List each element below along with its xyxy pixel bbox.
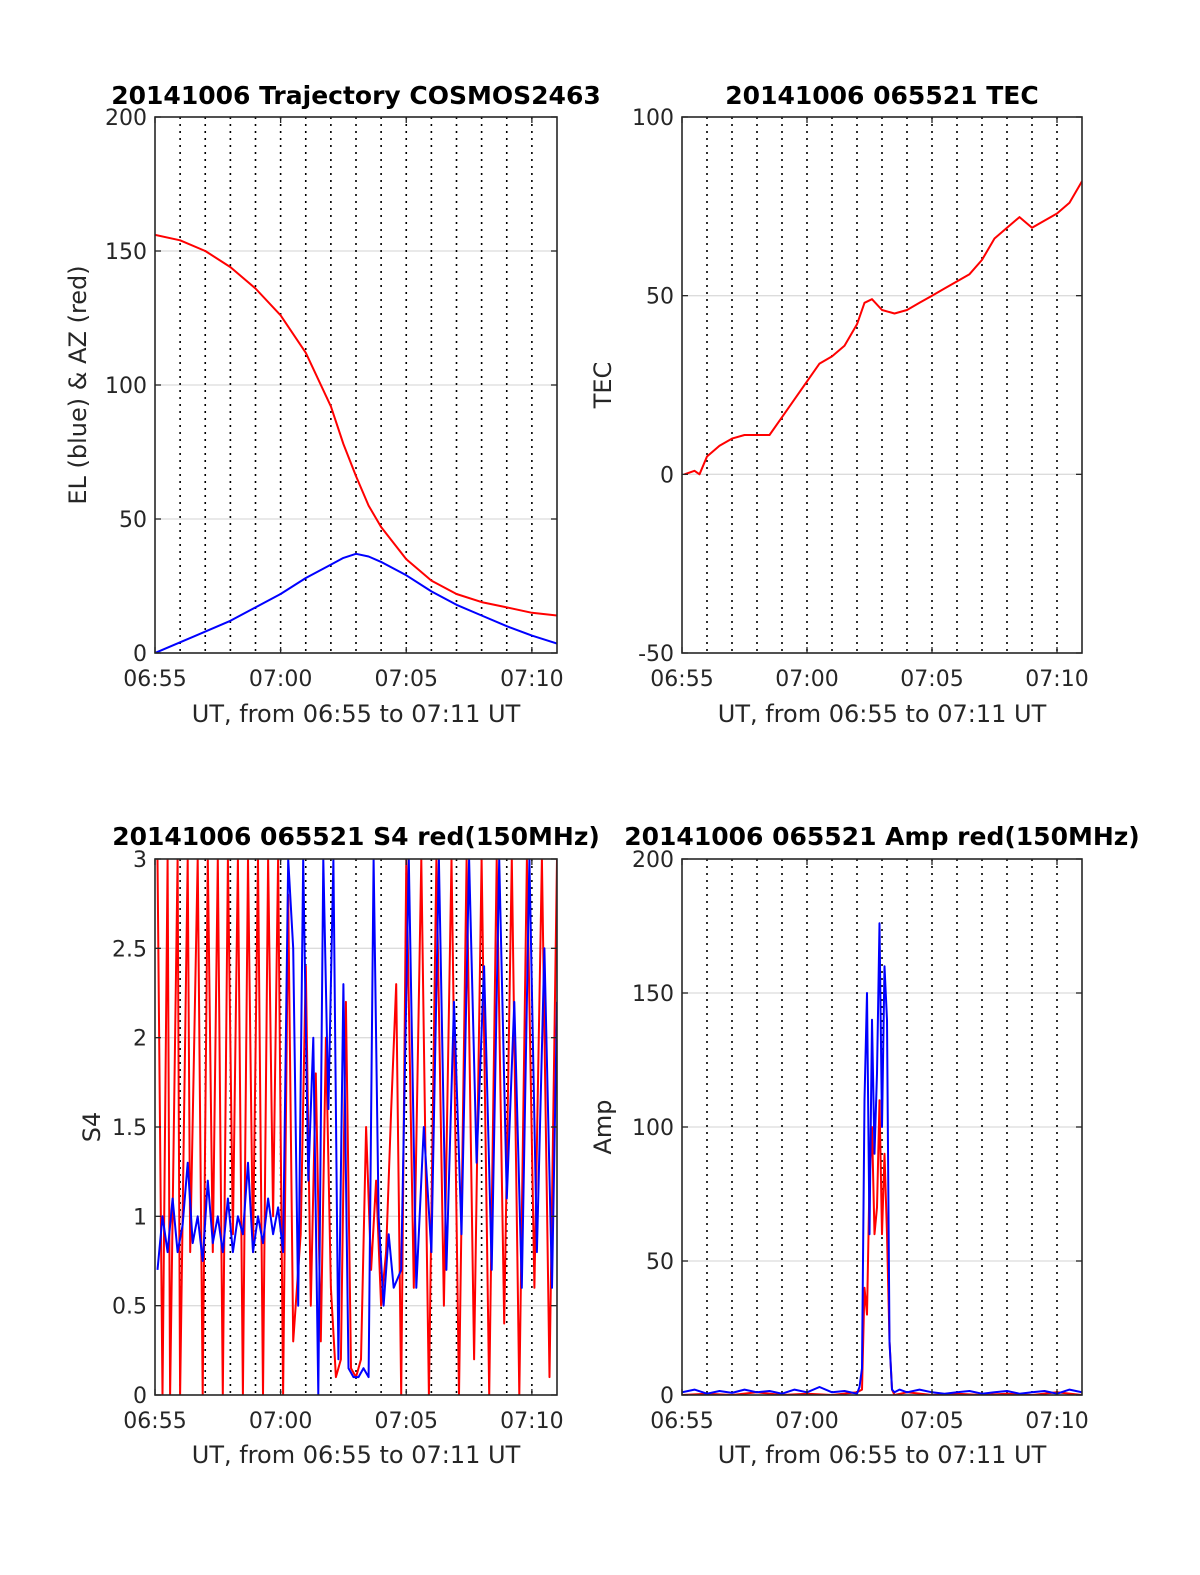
tec-series-0-line: [684, 180, 1082, 476]
trajectory-xtick-label: 07:00: [249, 667, 312, 692]
trajectory-ytick-label: 150: [105, 240, 147, 265]
amp-ytick-label: 100: [632, 1116, 674, 1141]
s4-ytick-label: 0.5: [112, 1295, 147, 1320]
trajectory-xtick-label: 07:05: [375, 667, 438, 692]
amp-ytick-label: 50: [646, 1250, 674, 1275]
s4-xtick-label: 07:05: [375, 1409, 438, 1434]
s4-series-0-line: [156, 859, 557, 1395]
trajectory-series-0-line: [155, 233, 557, 617]
amp-xtick-label: 07:05: [900, 1409, 963, 1434]
ylabel-trajectory: EL (blue) & AZ (red): [64, 265, 92, 504]
panel-s4: 20141006 065521 S4 red(150MHz) UT, from …: [78, 822, 600, 1469]
amp-ytick-label: 200: [632, 848, 674, 873]
s4-series-1-line: [156, 859, 557, 1395]
tec-ytick-label: 100: [632, 106, 674, 131]
s4-ytick-label: 2: [133, 1027, 147, 1052]
title-s4: 20141006 065521 S4 red(150MHz): [112, 822, 600, 851]
ylabel-tec: TEC: [589, 362, 617, 410]
trajectory-ytick-label: 100: [105, 374, 147, 399]
panel-tec: 20141006 065521 TEC UT, from 06:55 to 07…: [589, 81, 1089, 728]
amp-xtick-label: 06:55: [650, 1409, 713, 1434]
s4-xtick-label: 07:00: [249, 1409, 312, 1434]
trajectory-xtick-label: 06:55: [123, 667, 186, 692]
s4-xtick-label: 06:55: [123, 1409, 186, 1434]
tec-xtick-label: 07:05: [900, 667, 963, 692]
ylabel-amp: Amp: [589, 1099, 617, 1154]
amp-xtick-label: 07:10: [1025, 1409, 1088, 1434]
s4-xtick-label: 07:10: [500, 1409, 563, 1434]
xlabel-tec: UT, from 06:55 to 07:11 UT: [718, 700, 1047, 728]
tec-xtick-label: 07:10: [1025, 667, 1088, 692]
xlabel-trajectory: UT, from 06:55 to 07:11 UT: [192, 700, 521, 728]
s4-ytick-label: 0: [133, 1384, 147, 1409]
trajectory-ytick-label: 50: [119, 508, 147, 533]
s4-ytick-label: 2.5: [112, 937, 147, 962]
trajectory-series-1-line: [155, 552, 557, 653]
tec-ytick-label: 50: [646, 285, 674, 310]
xlabel-s4: UT, from 06:55 to 07:11 UT: [192, 1441, 521, 1469]
panel-trajectory: 20141006 Trajectory COSMOS2463 UT, from …: [64, 81, 601, 728]
amp-series-1-line: [682, 922, 1082, 1395]
amp-series-0-line: [682, 1099, 1082, 1395]
title-trajectory: 20141006 Trajectory COSMOS2463: [111, 81, 601, 110]
trajectory-ytick-label: 0: [133, 642, 147, 667]
panel-amp: 20141006 065521 Amp red(150MHz) UT, from…: [589, 822, 1140, 1469]
ylabel-s4: S4: [78, 1112, 106, 1143]
title-tec: 20141006 065521 TEC: [725, 81, 1038, 110]
s4-ytick-label: 3: [133, 848, 147, 873]
trajectory-xtick-label: 07:10: [500, 667, 563, 692]
tec-xtick-label: 06:55: [650, 667, 713, 692]
title-amp: 20141006 065521 Amp red(150MHz): [624, 822, 1140, 851]
amp-ytick-label: 0: [660, 1384, 674, 1409]
amp-xtick-label: 07:00: [775, 1409, 838, 1434]
tec-ytick-label: 0: [660, 463, 674, 488]
tec-ytick-label: -50: [638, 642, 674, 667]
tec-axes-frame: [681, 116, 1083, 654]
xlabel-amp: UT, from 06:55 to 07:11 UT: [718, 1441, 1047, 1469]
trajectory-ytick-label: 200: [105, 106, 147, 131]
s4-ytick-label: 1.5: [112, 1116, 147, 1141]
tec-xtick-label: 07:00: [775, 667, 838, 692]
amp-ytick-label: 150: [632, 982, 674, 1007]
s4-ytick-label: 1: [133, 1205, 147, 1230]
